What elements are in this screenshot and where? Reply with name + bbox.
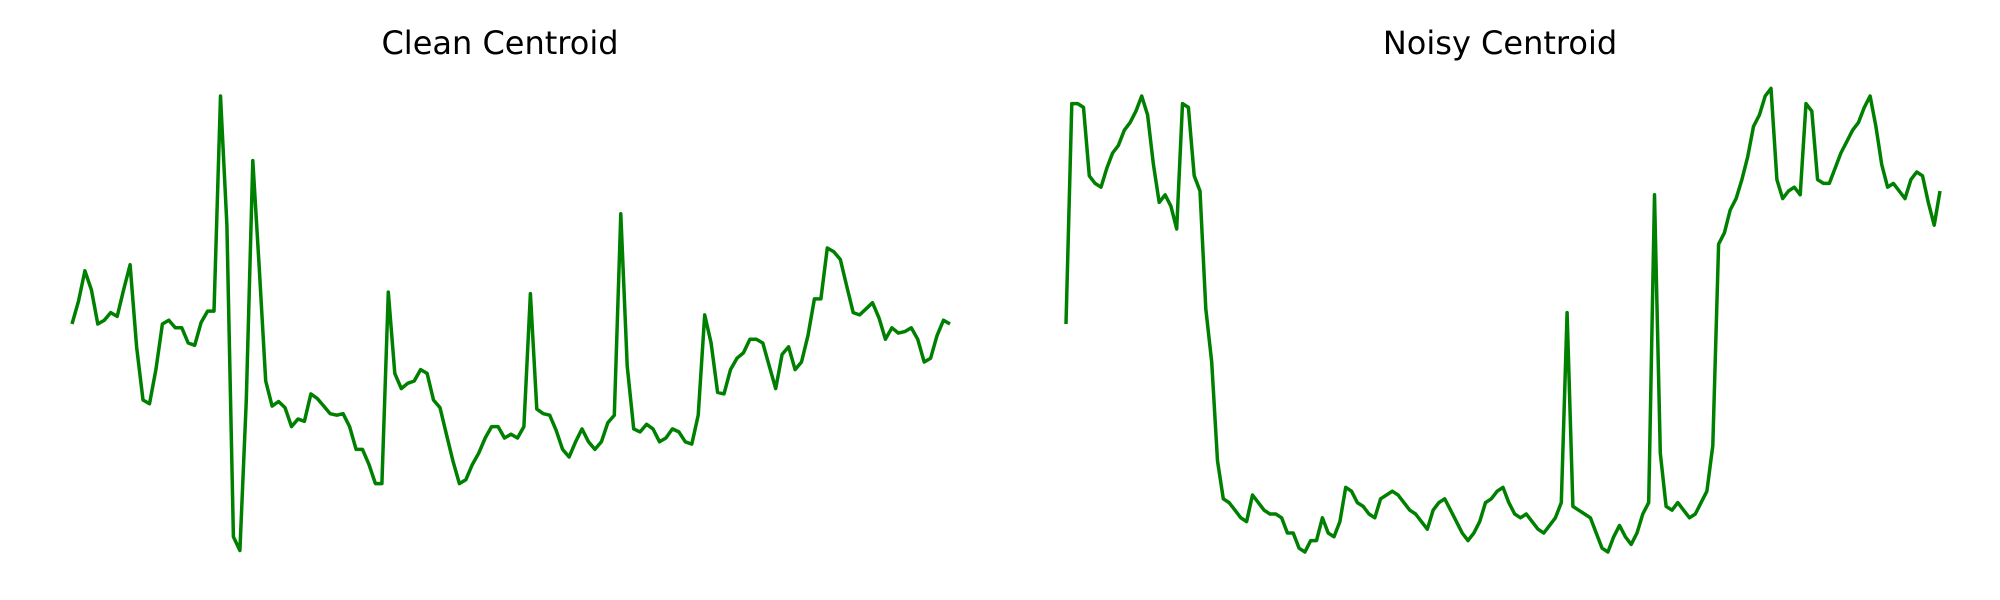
series-line: [70, 94, 951, 553]
chart-panel-clean: Clean Centroid: [70, 24, 951, 553]
chart-title: Clean Centroid: [381, 24, 619, 62]
chart-panel-noisy: Noisy Centroid: [1000, 0, 2000, 600]
series-line: [1064, 86, 1942, 554]
chart-title: Noisy Centroid: [1382, 24, 1618, 62]
line-plot: [1064, 86, 1942, 554]
line-plot: [70, 94, 951, 553]
